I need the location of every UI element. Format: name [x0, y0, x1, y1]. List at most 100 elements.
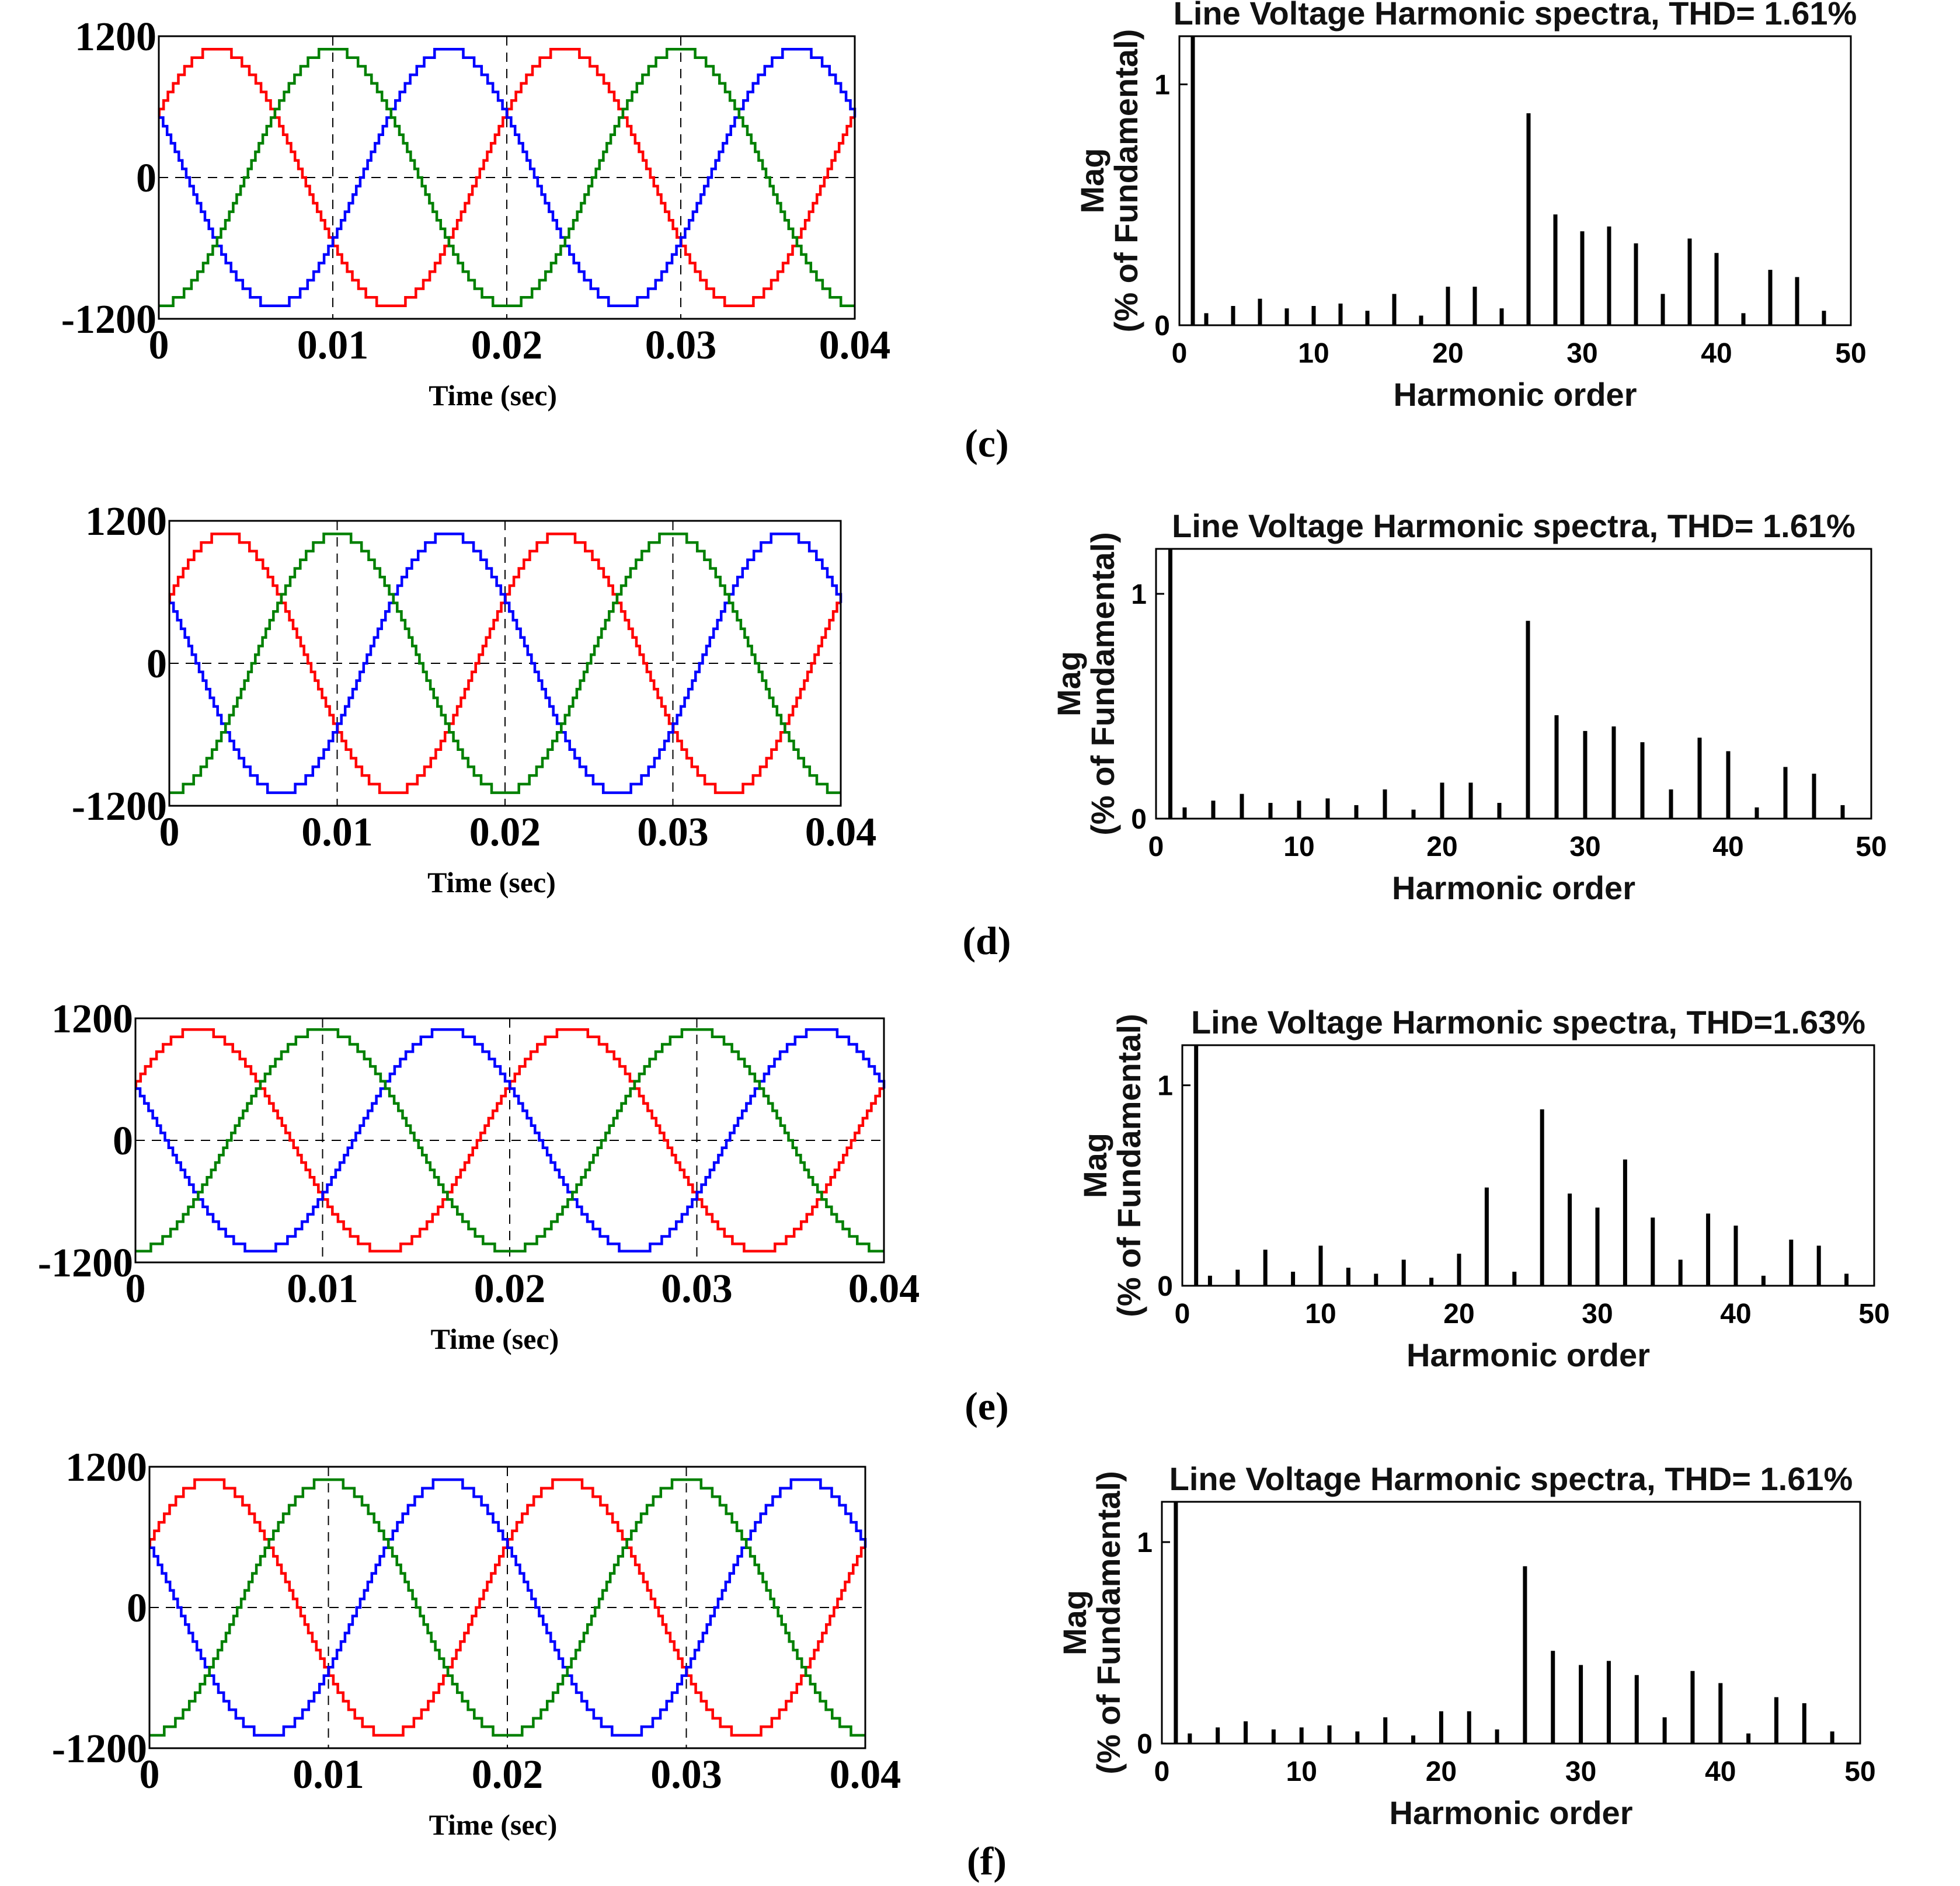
x-tick-label: 20 — [1432, 338, 1463, 369]
spectrum-axes — [1161, 1501, 1861, 1745]
spectrum-axes — [1155, 548, 1872, 820]
y-tick-label: 1 — [1157, 1071, 1173, 1102]
x-axis-label: Time (sec) — [430, 1323, 559, 1355]
spectrum-axes — [1178, 35, 1852, 326]
y-tick-label: -1200 — [72, 784, 167, 829]
y-tick-label: 0 — [1137, 1729, 1153, 1760]
y-axis-label-line1: Mag — [1074, 148, 1110, 214]
x-tick-label: 50 — [1844, 1756, 1875, 1787]
x-axis-label: Harmonic order — [1407, 1337, 1650, 1373]
x-tick-label: 0 — [159, 810, 180, 855]
series-phase-c — [149, 1478, 865, 1737]
x-tick-label: 0.03 — [661, 1266, 733, 1311]
y-tick-label: 1200 — [75, 15, 156, 60]
x-axis-label: Time (sec) — [429, 379, 557, 412]
x-tick-label: 10 — [1286, 1756, 1317, 1787]
y-tick-label: -1200 — [52, 1727, 147, 1772]
y-axis-label-line1: Mag — [1050, 651, 1087, 716]
x-axis-label: Harmonic order — [1390, 1794, 1633, 1831]
x-tick-label: 20 — [1426, 1756, 1457, 1787]
series-phase-b — [169, 533, 843, 794]
x-tick-label: 10 — [1283, 831, 1314, 862]
waveform-axes — [148, 1466, 866, 1749]
x-tick-label: 30 — [1565, 1756, 1596, 1787]
y-tick-label: 1200 — [51, 997, 133, 1042]
x-tick-label: 30 — [1569, 831, 1600, 862]
y-tick-label: -1200 — [61, 297, 156, 342]
y-tick-label: 1200 — [65, 1445, 147, 1490]
series-phase-b — [149, 1478, 867, 1737]
waveform-axes — [168, 520, 842, 807]
y-axis-label-line2: (% of Fundamental) — [1084, 532, 1121, 836]
x-tick-label: 0 — [1148, 831, 1164, 862]
x-tick-label: 0.03 — [645, 323, 717, 368]
x-tick-label: 30 — [1582, 1299, 1613, 1330]
x-tick-label: 0.03 — [637, 810, 709, 855]
x-tick-label: 10 — [1298, 338, 1329, 369]
y-tick-label: 0 — [127, 1586, 147, 1631]
x-tick-label: 20 — [1443, 1299, 1474, 1330]
panel-label: (e) — [965, 1384, 1008, 1428]
spectrum-chart-1: 0 10 20 30 40 50 0 1 Line Voltage Harmonic spect… — [1050, 507, 1887, 906]
series-phase-c — [135, 1028, 884, 1253]
x-tick-label: 0 — [1172, 338, 1188, 369]
x-tick-label: 10 — [1305, 1299, 1336, 1330]
x-tick-label: 0.01 — [301, 810, 373, 855]
x-tick-label: 40 — [1705, 1756, 1736, 1787]
x-tick-label: 0.02 — [472, 1752, 544, 1797]
y-tick-label: 0 — [113, 1119, 133, 1164]
x-tick-label: 50 — [1835, 338, 1866, 369]
x-tick-label: 0 — [126, 1266, 146, 1311]
x-tick-label: 40 — [1712, 831, 1743, 862]
y-axis-label-line2: (% of Fundamental) — [1110, 1014, 1147, 1317]
spectrum-title: Line Voltage Harmonic spectra, THD= 1.61… — [1172, 507, 1855, 544]
x-tick-label: 0.01 — [293, 1752, 364, 1797]
panel-label: (c) — [965, 421, 1008, 465]
x-tick-label: 0.04 — [819, 323, 891, 368]
x-tick-label: 50 — [1855, 831, 1886, 862]
series-phase-c — [169, 533, 841, 794]
panel-label: (f) — [967, 1839, 1007, 1883]
x-tick-label: 0 — [1154, 1756, 1170, 1787]
y-axis-label-line2: (% of Fundamental) — [1108, 29, 1144, 333]
x-tick-label: 50 — [1858, 1299, 1889, 1330]
y-tick-label: 1 — [1131, 579, 1147, 610]
series-phase-c — [159, 47, 855, 308]
x-tick-label: 0.01 — [287, 1266, 358, 1311]
x-tick-label: 0 — [1175, 1299, 1190, 1330]
spectrum-title: Line Voltage Harmonic spectra, THD= 1.61… — [1169, 1460, 1853, 1497]
y-axis-label-line1: Mag — [1056, 1590, 1093, 1655]
x-tick-label: 0 — [149, 323, 169, 368]
x-tick-label: 0.04 — [830, 1752, 901, 1797]
spectrum-title: Line Voltage Harmonic spectra, THD= 1.61… — [1174, 0, 1857, 32]
x-axis-label: Harmonic order — [1392, 869, 1635, 906]
y-tick-label: 1200 — [85, 499, 167, 544]
spectrum-axes — [1181, 1044, 1875, 1287]
spectrum-chart-2: 0 10 20 30 40 50 0 1 Line Voltage Harmonic spect… — [1077, 1004, 1890, 1373]
x-tick-label: 40 — [1701, 338, 1732, 369]
x-axis-label: Harmonic order — [1394, 376, 1637, 413]
y-axis-label-line1: Mag — [1077, 1133, 1113, 1198]
x-tick-label: 0.02 — [474, 1266, 546, 1311]
x-tick-label: 0.04 — [848, 1266, 920, 1311]
series-phase-b — [135, 1028, 886, 1253]
x-tick-label: 20 — [1426, 831, 1457, 862]
x-axis-label: Time (sec) — [429, 1808, 558, 1841]
x-axis-label: Time (sec) — [427, 866, 556, 899]
x-tick-label: 0.02 — [469, 810, 541, 855]
y-tick-label: 0 — [1154, 311, 1170, 342]
x-tick-label: 0.01 — [297, 323, 369, 368]
spectrum-title: Line Voltage Harmonic spectra, THD=1.63% — [1191, 1004, 1865, 1041]
panel-label: (d) — [962, 918, 1011, 963]
series-phase-b — [159, 47, 857, 308]
y-tick-label: 0 — [147, 642, 167, 687]
spectrum-chart-0: 0 10 20 30 40 50 0 1 Line Voltage Harmonic spect… — [1074, 0, 1867, 413]
x-tick-label: 0.04 — [805, 810, 877, 855]
y-axis-label-line2: (% of Fundamental) — [1090, 1471, 1127, 1774]
x-tick-label: 40 — [1720, 1299, 1751, 1330]
y-tick-label: 0 — [136, 156, 156, 201]
